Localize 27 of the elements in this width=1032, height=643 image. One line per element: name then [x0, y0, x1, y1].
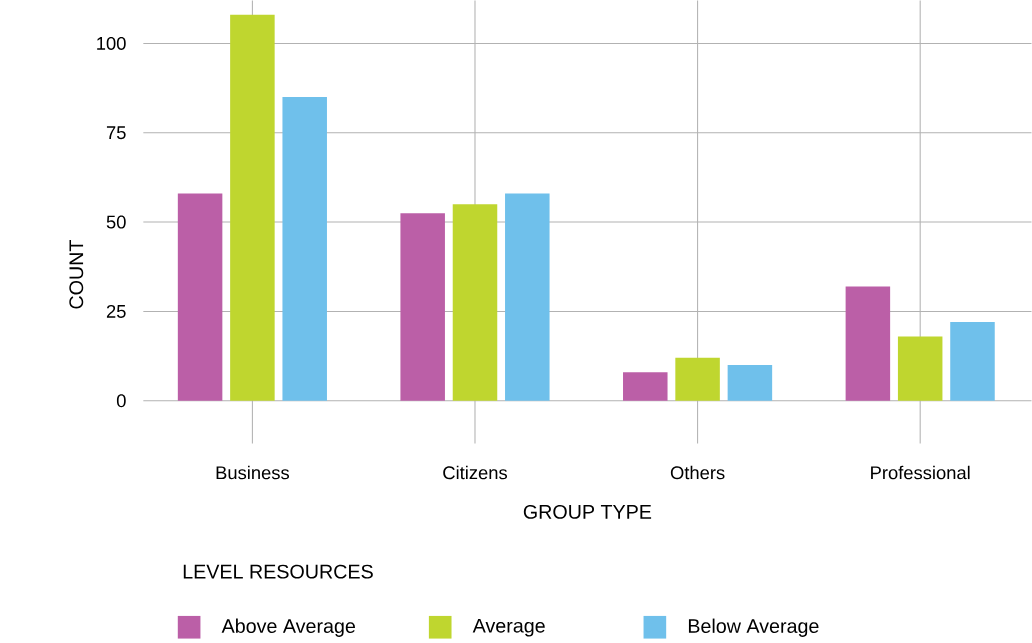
bar [845, 286, 891, 401]
bar [400, 213, 445, 401]
y-tick-label: 0 [116, 394, 126, 408]
y-axis-title: COUNT [69, 240, 84, 309]
x-tick-label: Others [670, 465, 725, 480]
x-tick-label: Business [216, 465, 290, 480]
bar [950, 322, 995, 401]
legend-label: Below Average [688, 618, 819, 637]
bar [505, 193, 550, 401]
x-axis-title: GROUP TYPE [523, 504, 652, 519]
y-tick-label: 50 [106, 215, 126, 229]
bar [727, 364, 773, 401]
legend-label: Above Average [221, 618, 355, 637]
legend-label: Average [472, 618, 545, 637]
bar [177, 193, 223, 401]
legend-title: LEVEL RESOURCES [183, 564, 373, 579]
bar [230, 14, 275, 401]
y-tick-label: 75 [106, 126, 126, 140]
bar [452, 204, 498, 401]
bar [675, 357, 720, 401]
x-tick-label: Professional [871, 465, 970, 480]
x-tick-label: Citizens [443, 465, 507, 480]
bar [897, 336, 943, 401]
y-tick-label: 25 [106, 304, 126, 318]
bar [623, 372, 668, 401]
y-tick-label: 100 [97, 36, 126, 50]
bar [282, 96, 327, 401]
